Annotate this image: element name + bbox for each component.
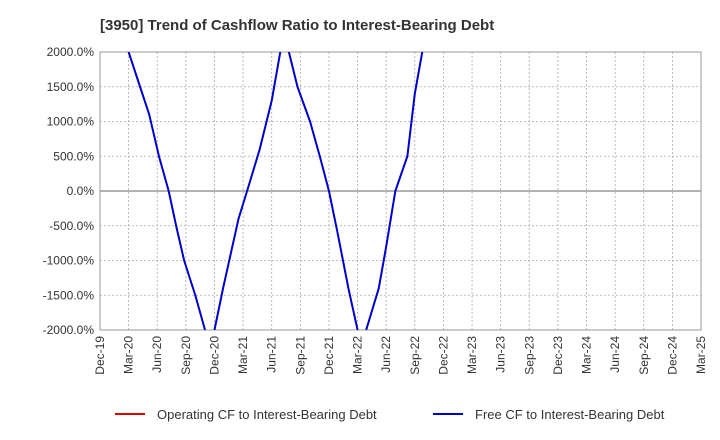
x-tick-label: Mar-21 [236,336,250,374]
y-tick-label: 1000.0% [47,115,95,129]
series-line-free-cf [127,52,206,330]
legend: Operating CF to Interest-Bearing Debt Fr… [115,407,665,422]
series-line-free-cf [213,52,282,330]
y-tick-label: 2000.0% [47,45,95,59]
y-gridlines [100,86,701,296]
x-tick-label: Dec-22 [436,336,450,375]
x-tick-label: Dec-21 [322,336,336,375]
legend-label-free-cf: Free CF to Interest-Bearing Debt [475,407,665,422]
x-tick-label: Jun-21 [265,336,279,373]
x-tick-label: Jun-23 [494,336,508,373]
legend-label-operating-cf: Operating CF to Interest-Bearing Debt [157,407,377,422]
series-lines [127,52,424,330]
x-tick-label: Mar-24 [580,336,594,374]
x-tick-label: Sep-22 [408,336,422,375]
x-tick-label: Sep-23 [522,336,536,375]
x-tick-label: Dec-19 [93,336,107,375]
series-line-free-cf [365,52,424,330]
plot-area-frame [99,51,702,331]
x-tick-label: Dec-24 [665,336,679,375]
y-tick-label: -1000.0% [43,254,95,268]
x-tick-label: Jun-22 [379,336,393,373]
x-tick-label: Dec-23 [551,336,565,375]
y-tick-label: 500.0% [53,149,94,163]
y-tick-label: -1500.0% [43,288,95,302]
y-tick-label: -2000.0% [43,323,95,337]
x-tick-label: Dec-20 [207,336,221,375]
y-tick-label: -500.0% [49,219,94,233]
chart-title: [3950] Trend of Cashflow Ratio to Intere… [100,17,494,34]
y-axis-ticks: 2000.0% 1500.0% 1000.0% 500.0% 0.0% -500.0% -1… [43,45,95,337]
x-tick-label: Sep-20 [179,336,193,375]
x-tick-label: Mar-23 [465,336,479,374]
x-tick-label: Sep-21 [293,336,307,375]
series-line-free-cf [287,52,359,330]
x-tick-label: Jun-24 [608,336,622,373]
x-axis-ticks: Dec-19 Mar-20 Jun-20 Sep-20 Dec-20 Mar-21 Jun-… [93,336,708,375]
y-tick-label: 1500.0% [47,80,95,94]
x-tick-label: Mar-22 [351,336,365,374]
x-tick-label: Sep-24 [637,336,651,375]
y-tick-label: 0.0% [67,184,95,198]
x-tick-label: Mar-20 [122,336,136,374]
x-tick-label: Jun-20 [150,336,164,373]
x-tick-label: Mar-25 [694,336,708,374]
